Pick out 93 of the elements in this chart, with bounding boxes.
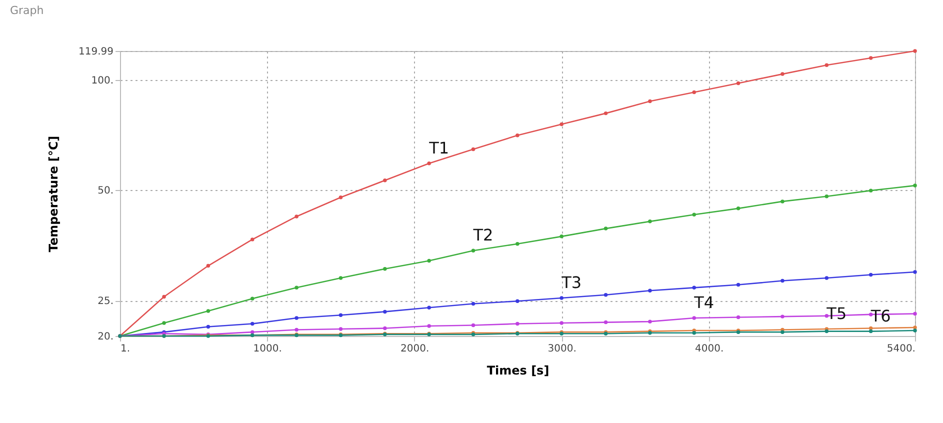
point [868, 56, 873, 60]
y-tick-label: 25. [98, 296, 114, 308]
y-tick-label: 100. [91, 75, 114, 86]
point [560, 296, 564, 300]
x-tick-label: 3000. [548, 344, 576, 354]
point [736, 315, 740, 320]
point [913, 184, 917, 188]
point [294, 316, 298, 320]
point [560, 122, 564, 126]
point [868, 329, 873, 334]
point [427, 258, 431, 263]
point [736, 81, 740, 86]
point [648, 220, 652, 224]
y-tick-label: 119.99 [78, 46, 114, 58]
point [648, 320, 652, 324]
point [338, 313, 343, 318]
point [294, 286, 298, 290]
point [692, 212, 696, 216]
point [471, 248, 476, 253]
series-label: T4 [693, 292, 714, 312]
point [692, 90, 696, 94]
point [868, 272, 873, 277]
point [162, 294, 166, 299]
point [427, 306, 431, 310]
x-tick-label: 1. [120, 344, 130, 354]
point [250, 296, 254, 300]
point [471, 323, 476, 328]
point [824, 194, 829, 198]
y-tick-label: 50. [98, 186, 114, 197]
point [294, 214, 298, 218]
x-axis-title: Times [s] [486, 364, 550, 378]
point [206, 264, 210, 268]
point [868, 188, 873, 192]
point [427, 162, 431, 166]
text: Graph [10, 4, 44, 17]
point [560, 321, 564, 325]
point [604, 111, 608, 116]
point [250, 238, 254, 242]
x-tick-label: 5400. [886, 344, 916, 354]
point [824, 329, 829, 334]
point [471, 302, 476, 306]
point [692, 330, 696, 335]
point [250, 322, 254, 326]
point [338, 327, 343, 331]
point [427, 324, 431, 328]
point [736, 282, 740, 287]
point [692, 316, 696, 320]
point [780, 314, 784, 318]
point [913, 328, 917, 332]
point [383, 310, 387, 314]
point [736, 206, 740, 210]
point [516, 299, 520, 304]
point [516, 242, 520, 246]
point [780, 72, 784, 76]
point [780, 200, 784, 204]
series-label: T1 [428, 138, 450, 158]
line-series [118, 49, 917, 338]
point [560, 234, 564, 238]
y-axis-title: Temperature [°C] [46, 136, 61, 252]
point [913, 312, 917, 316]
y-tick-label: 20. [98, 332, 114, 342]
point [913, 49, 917, 53]
point [250, 330, 254, 334]
point [338, 276, 343, 280]
point [206, 309, 210, 313]
series-label: T3 [560, 272, 582, 292]
point [338, 196, 343, 200]
point [294, 328, 298, 332]
point [516, 322, 520, 326]
point [383, 178, 387, 182]
point [868, 326, 873, 330]
point [471, 147, 476, 152]
x-tick-label: 2000. [400, 344, 430, 354]
point [913, 326, 917, 330]
point [206, 324, 210, 329]
point [648, 288, 652, 293]
point [913, 270, 917, 274]
point [824, 63, 829, 67]
point [383, 326, 387, 330]
x-tick-label: 4000. [695, 344, 724, 354]
point [604, 320, 608, 324]
point [780, 278, 784, 283]
point [692, 286, 696, 290]
point [162, 321, 166, 325]
point [780, 330, 784, 334]
point [604, 226, 608, 230]
point [604, 293, 608, 297]
point [516, 134, 520, 138]
series-label: T2 [472, 226, 494, 245]
point [648, 99, 652, 104]
point [383, 267, 387, 271]
x-tick-label: 1000. [253, 344, 282, 354]
point [824, 276, 829, 280]
